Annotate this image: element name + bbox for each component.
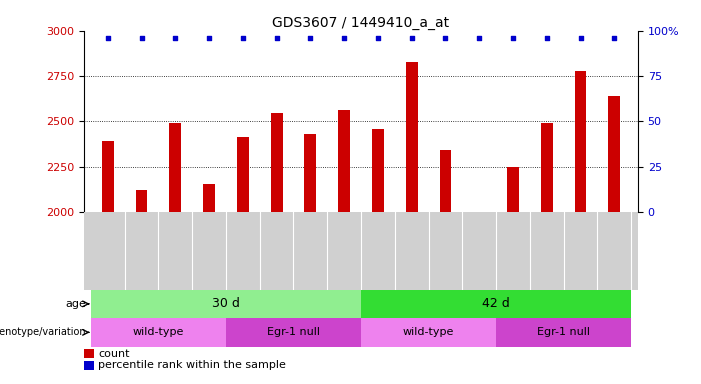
Bar (203, 184, 215, 212)
Bar (338, 111, 350, 212)
Bar (84, 349, 94, 358)
Bar (440, 150, 451, 212)
Text: 30 d: 30 d (212, 297, 240, 310)
Bar (226, 318, 361, 347)
Point (474, 35, 485, 41)
Bar (541, 123, 552, 212)
Bar (84, 361, 94, 370)
Text: count: count (98, 349, 130, 359)
Point (575, 35, 586, 41)
Point (170, 35, 181, 41)
Point (608, 35, 620, 41)
Bar (102, 141, 114, 212)
Point (203, 35, 215, 41)
Point (136, 35, 147, 41)
Point (305, 35, 316, 41)
Point (102, 35, 114, 41)
Point (372, 35, 383, 41)
Bar (361, 290, 631, 318)
Point (271, 35, 283, 41)
Bar (372, 129, 384, 212)
Bar (271, 113, 283, 212)
Text: age: age (65, 299, 86, 309)
Bar (361, 318, 496, 347)
Bar (406, 61, 418, 212)
Text: genotype/variation: genotype/variation (0, 327, 86, 338)
Text: Egr-1 null: Egr-1 null (267, 327, 320, 338)
Point (541, 35, 552, 41)
Bar (304, 134, 316, 212)
Text: percentile rank within the sample: percentile rank within the sample (98, 361, 286, 371)
Text: Egr-1 null: Egr-1 null (537, 327, 590, 338)
Bar (237, 137, 249, 212)
Text: wild-type: wild-type (132, 327, 184, 338)
Point (508, 35, 519, 41)
Point (237, 35, 248, 41)
Text: 42 d: 42 d (482, 297, 510, 310)
Bar (496, 318, 631, 347)
Bar (608, 96, 620, 212)
Bar (91, 290, 361, 318)
Point (339, 35, 350, 41)
Title: GDS3607 / 1449410_a_at: GDS3607 / 1449410_a_at (273, 16, 449, 30)
Point (406, 35, 417, 41)
Bar (135, 190, 147, 212)
Point (440, 35, 451, 41)
Bar (91, 318, 226, 347)
Bar (170, 123, 181, 212)
Bar (575, 71, 587, 212)
Bar (507, 167, 519, 212)
Text: wild-type: wild-type (403, 327, 454, 338)
